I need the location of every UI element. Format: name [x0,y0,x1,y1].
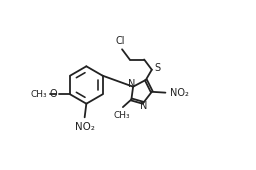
Text: N: N [128,79,135,89]
Text: NO₂: NO₂ [170,88,188,98]
Text: S: S [155,63,161,73]
Text: CH₃: CH₃ [30,90,47,99]
Text: N: N [141,101,148,111]
Text: O: O [49,89,57,99]
Text: NO₂: NO₂ [75,122,94,132]
Text: Cl: Cl [115,36,125,46]
Text: CH₃: CH₃ [114,111,130,120]
